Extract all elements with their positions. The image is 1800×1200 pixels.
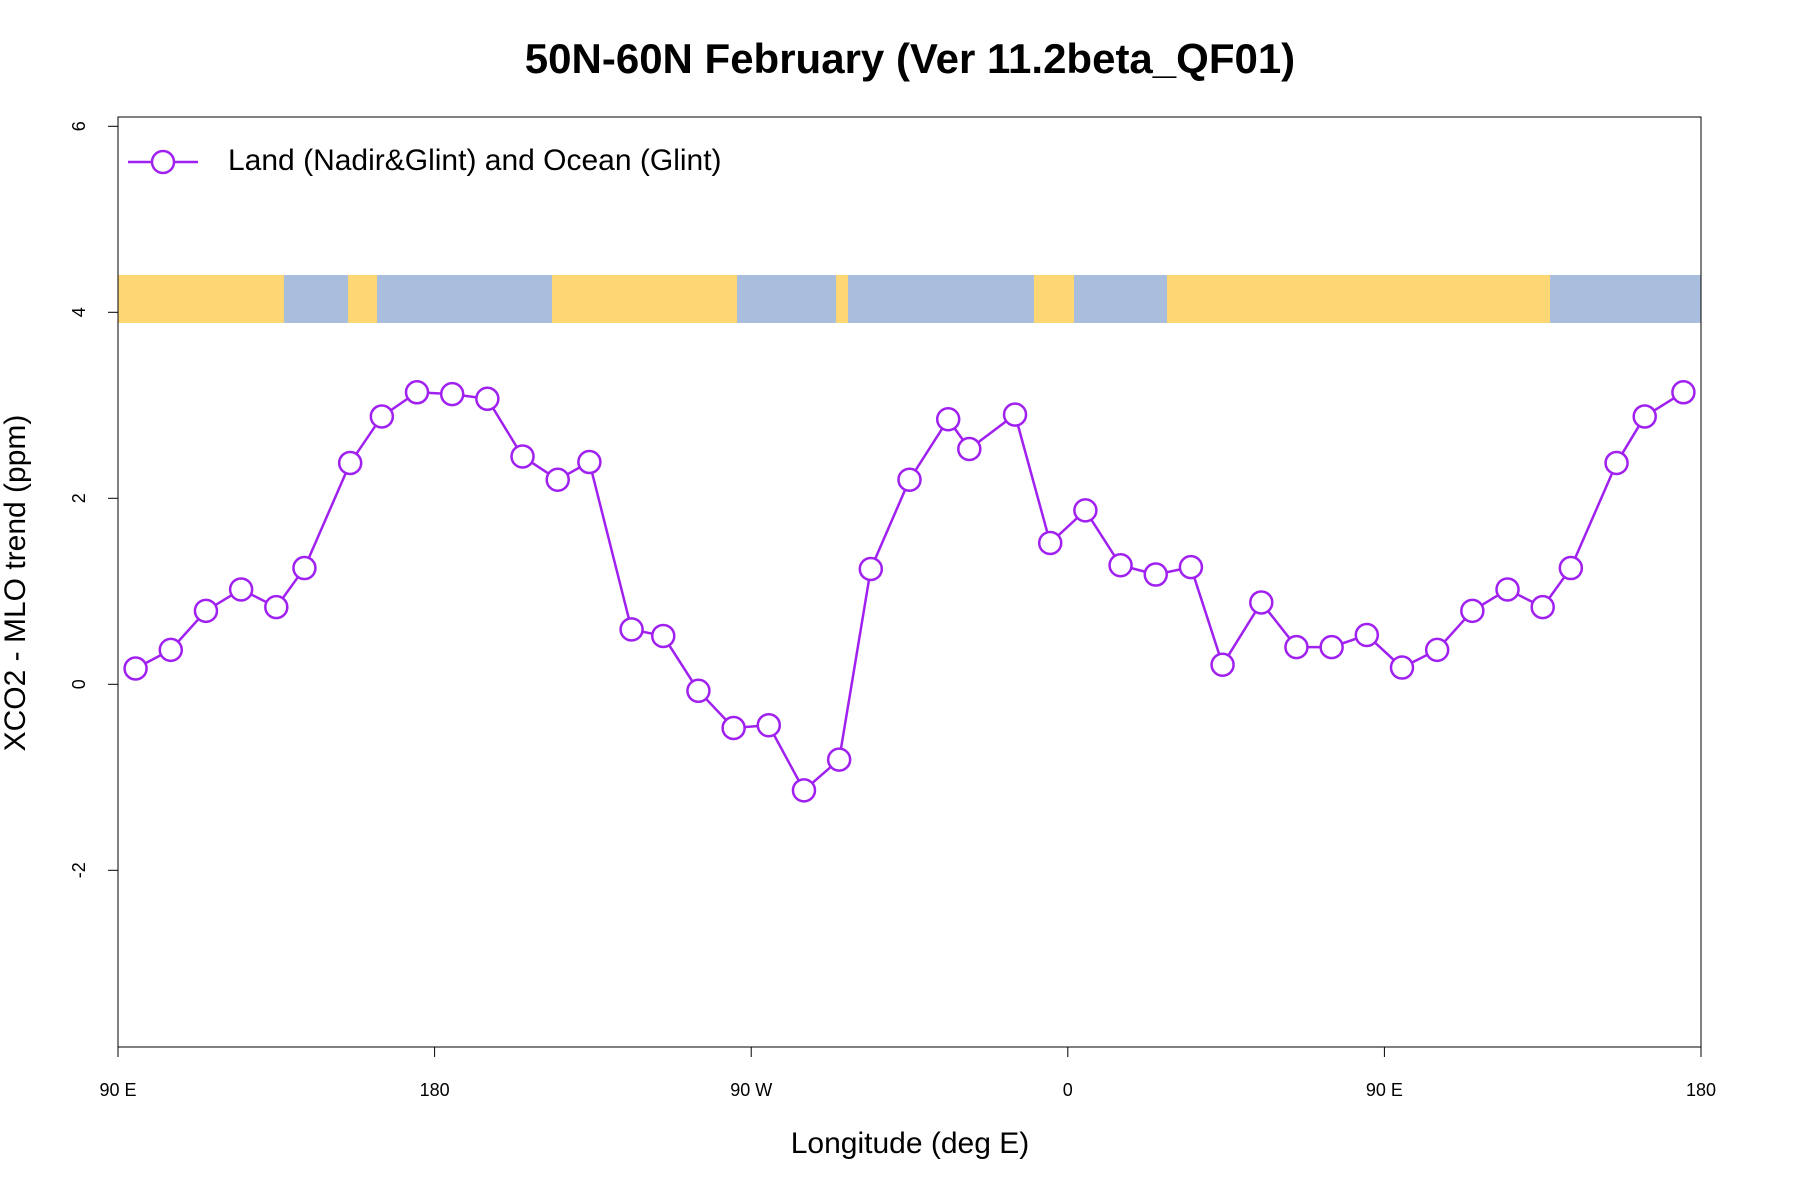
point [123,656,148,681]
point [439,381,465,407]
point [619,617,644,642]
point [545,467,570,492]
point [1073,498,1098,523]
point [1143,562,1168,587]
point [1671,380,1696,405]
point [1389,655,1415,680]
y-tick-label: -2 [69,862,89,878]
point [1604,450,1629,476]
y-tick-label: 6 [69,121,89,131]
point [1108,553,1133,578]
point [756,712,782,738]
map-strip [118,275,1701,323]
point [292,555,317,581]
point [721,715,746,741]
point [475,386,500,412]
point [1530,594,1555,620]
point [158,637,184,663]
point [1495,577,1520,602]
chart-title: 50N-60N February (Ver 11.2beta_QF01) [525,35,1295,82]
point [1178,554,1204,580]
point [826,747,852,772]
x-tick-label: 90 E [1366,1080,1403,1100]
point [1249,590,1274,615]
y-axis-label: XCO2 - MLO trend (ppm) [0,415,32,752]
point [577,449,602,475]
point [1210,652,1235,678]
point [369,404,395,429]
point [1002,402,1028,427]
point [1284,634,1309,660]
point [957,436,982,462]
point [193,598,219,624]
point [1037,530,1063,556]
point [228,577,254,602]
x-axis-label: Longitude (deg E) [791,1127,1030,1160]
y-tick-label: 4 [69,307,89,317]
point [686,678,711,704]
x-tick-label: 180 [1686,1080,1716,1100]
series-line [135,391,1685,793]
plot-frame [117,116,1702,1048]
x-tick-label: 0 [1063,1080,1073,1100]
point [791,778,817,803]
y-tick-label: 0 [69,679,89,689]
y-tick-label: 2 [69,493,89,503]
point [404,380,430,405]
point [935,407,961,432]
legend-marker [150,149,176,175]
point [1424,637,1450,663]
point [264,594,289,620]
x-tick-label: 180 [420,1080,450,1100]
point [1354,622,1380,648]
point [897,467,922,492]
point [510,444,535,469]
x-tick-label: 90 E [99,1080,136,1100]
legend-label: Land (Nadir&Glint) and Ocean (Glint) [228,144,722,177]
x-tick-label: 90 W [730,1080,772,1100]
point [651,623,676,649]
point [1460,598,1485,624]
point [1558,555,1584,581]
point [858,556,884,582]
point [1319,634,1344,660]
point [337,450,363,476]
point [1632,404,1657,429]
